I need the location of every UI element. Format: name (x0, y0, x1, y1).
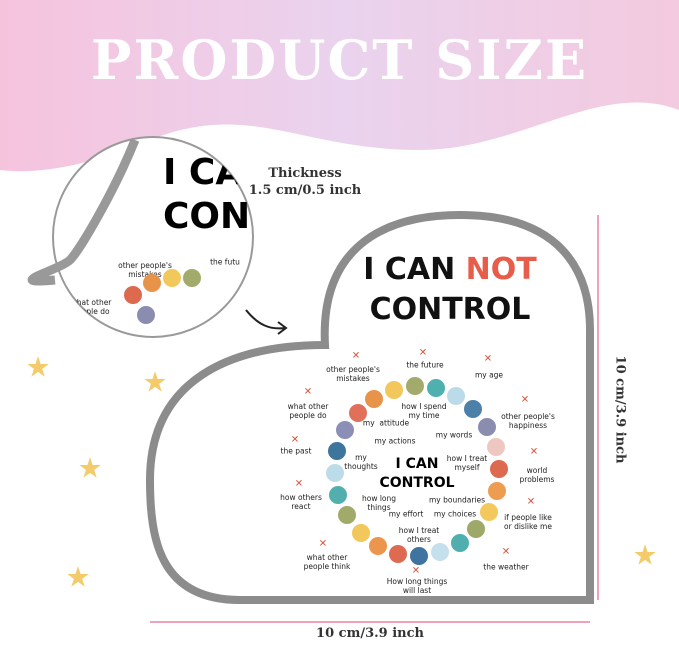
color-dot (410, 546, 429, 565)
x-mark-icon: ✕ (351, 350, 361, 362)
center-text: I CAN CONTROL (377, 455, 457, 493)
x-mark-icon: ✕ (294, 478, 304, 490)
color-dot (368, 536, 387, 555)
x-mark-icon: ✕ (526, 496, 536, 508)
outer-label: my age (474, 370, 504, 380)
color-dot (447, 387, 466, 406)
color-dot (487, 481, 506, 500)
star-icon: ★ (25, 350, 51, 384)
star-icon: ★ (65, 560, 91, 594)
height-label: 10 cm/3.9 inch (612, 355, 628, 464)
color-dot (329, 486, 348, 505)
heading-i-can: I CAN (363, 252, 466, 287)
inner-label: my actions (374, 436, 416, 446)
inset-label: other people's mistakes (118, 261, 172, 279)
color-dot (467, 520, 486, 539)
color-dot (477, 417, 496, 436)
inner-label: how I treat myself (446, 454, 488, 472)
center-line-2: CONTROL (379, 475, 455, 491)
heart-plaque (145, 210, 594, 604)
outer-label: how others react (280, 493, 322, 511)
zoom-inset: I CA CON other people's mistakes the fut… (53, 137, 253, 337)
x-mark-icon: ✕ (529, 446, 539, 458)
heading-control: CONTROL (369, 292, 531, 327)
inner-label: how I spend my time (401, 402, 447, 420)
color-dot (384, 380, 403, 399)
color-dot (338, 506, 357, 525)
color-dot (335, 421, 354, 440)
outer-label: what other people do (287, 402, 329, 420)
x-mark-icon: ✕ (483, 353, 493, 365)
x-mark-icon: ✕ (501, 546, 511, 558)
width-label: 10 cm/3.9 inch (316, 626, 424, 641)
color-dot (450, 534, 469, 553)
thickness-value: 1.5 cm/0.5 inch (248, 183, 362, 198)
inner-label: my words (435, 430, 473, 440)
inner-label: my choices (433, 509, 477, 519)
inset-line-1: I CA (163, 152, 244, 193)
center-line-1: I CAN (395, 456, 439, 472)
outer-label: the weather (483, 562, 529, 572)
color-dot (486, 437, 505, 456)
inset-heading: I CA CON (163, 151, 250, 239)
page-title: PRODUCT SIZE (90, 28, 589, 92)
inset-line-2: CON (163, 196, 251, 237)
color-dot (489, 459, 508, 478)
color-dot (427, 379, 446, 398)
inner-label: my effort (388, 509, 424, 519)
x-mark-icon: ✕ (303, 386, 313, 398)
arrow-icon (245, 309, 288, 335)
color-dot (365, 389, 384, 408)
outer-label: what other people think (303, 553, 351, 571)
heading-not: NOT (465, 252, 537, 287)
inset-label: the futu (210, 257, 240, 267)
x-mark-icon: ✕ (520, 394, 530, 406)
color-dot (405, 377, 424, 396)
thickness-title: Thickness (268, 166, 342, 181)
color-dot (431, 543, 450, 562)
inner-label: how long things (361, 494, 397, 512)
color-dot (480, 502, 499, 521)
star-icon: ★ (77, 451, 103, 485)
outer-label: other people's mistakes (326, 365, 380, 383)
outer-label: other people's happiness (501, 412, 555, 430)
star-icon: ★ (142, 365, 168, 399)
star-icon: ★ (632, 538, 658, 572)
outer-label: How long things will last (386, 577, 448, 595)
color-dot (328, 442, 347, 461)
outer-label: the future (406, 360, 444, 370)
inner-label: my attitude (362, 418, 410, 428)
color-dot (388, 544, 407, 563)
outer-label: the past (280, 446, 312, 456)
outer-label: if people like or dislike me (504, 513, 552, 531)
x-mark-icon: ✕ (318, 538, 328, 550)
inner-label: my boundaries (428, 495, 486, 505)
inner-label: how I treat others (398, 526, 440, 544)
color-dot (348, 403, 367, 422)
x-mark-icon: ✕ (411, 565, 421, 577)
outer-label: world problems (519, 466, 555, 484)
color-dot (464, 400, 483, 419)
inset-label: what other people do (70, 298, 112, 316)
thickness-label: Thickness 1.5 cm/0.5 inch (240, 165, 370, 199)
color-dot (326, 464, 345, 483)
x-mark-icon: ✕ (290, 434, 300, 446)
color-dot (351, 523, 370, 542)
plaque-heading: I CAN NOT CONTROL (330, 250, 570, 330)
x-mark-icon: ✕ (418, 347, 428, 359)
inner-label: my thoughts (344, 453, 378, 471)
